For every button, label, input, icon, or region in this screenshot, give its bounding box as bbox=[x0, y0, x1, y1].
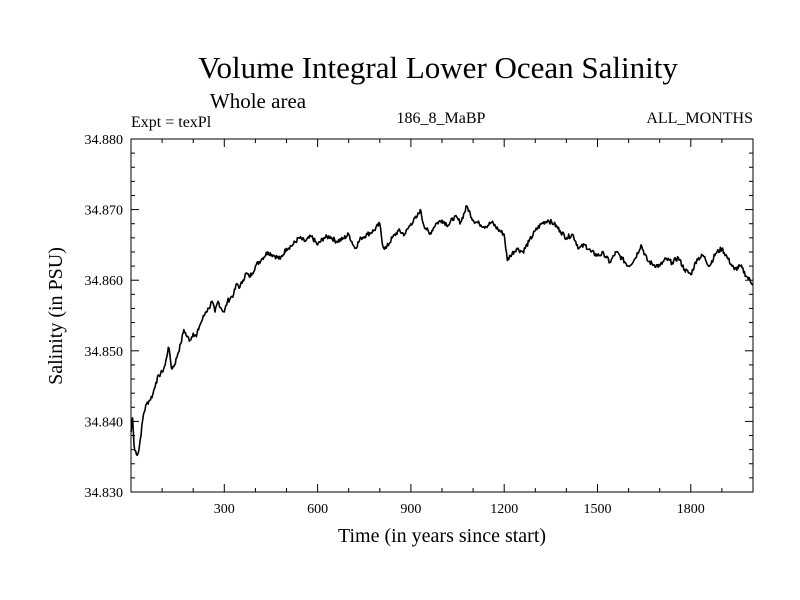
y-tick-label: 34.870 bbox=[85, 204, 124, 219]
x-tick-label: 300 bbox=[214, 502, 235, 517]
y-tick-label: 34.850 bbox=[85, 345, 124, 360]
plot-frame bbox=[130, 138, 754, 493]
y-axis: 34.830 34.840 34.850 34.860 34.870 34.880 bbox=[85, 133, 753, 501]
x-tick-label: 1800 bbox=[677, 502, 705, 517]
y-tick-label: 34.840 bbox=[85, 415, 124, 430]
experiment-label: Expt = texPl bbox=[131, 114, 212, 131]
x-tick-label: 1500 bbox=[584, 502, 612, 517]
chart-subtitle: Whole area bbox=[210, 89, 307, 113]
x-tick-label: 1200 bbox=[490, 502, 518, 517]
y-axis-label: Salinity (in PSU) bbox=[45, 247, 67, 385]
chart-title: Volume Integral Lower Ocean Salinity bbox=[198, 50, 678, 85]
run-id-label: 186_8_MaBP bbox=[397, 110, 486, 127]
season-label: ALL_MONTHS bbox=[646, 110, 753, 127]
y-tick-label: 34.880 bbox=[85, 133, 124, 148]
y-tick-label: 34.830 bbox=[85, 486, 124, 501]
x-axis: 300 600 900 1200 1500 1800 bbox=[161, 139, 723, 517]
y-tick-label: 34.860 bbox=[85, 274, 124, 289]
x-axis-label: Time (in years since start) bbox=[338, 525, 546, 547]
x-tick-label: 600 bbox=[307, 502, 328, 517]
salinity-series-line bbox=[130, 205, 754, 457]
x-tick-label: 900 bbox=[400, 502, 421, 517]
